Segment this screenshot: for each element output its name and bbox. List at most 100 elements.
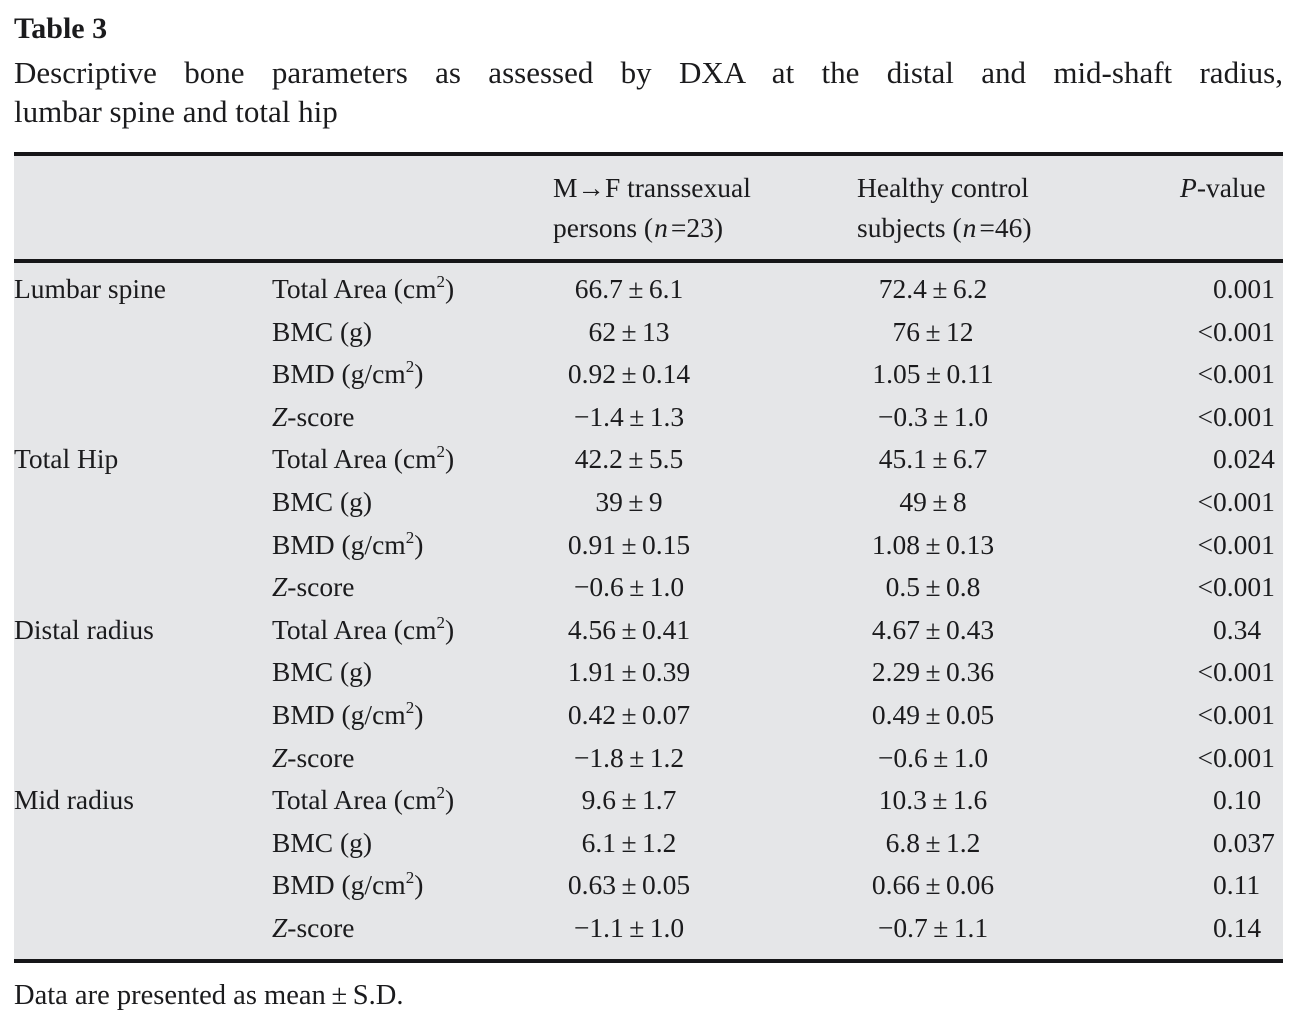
header-control-line1: Healthy control	[857, 172, 1029, 203]
region-cell	[14, 864, 272, 907]
header-parameter-column	[272, 156, 553, 263]
bone-parameters-table: M→F transsexual persons (n =23) Healthy c…	[14, 156, 1283, 959]
header-control-line2: subjects (n =46)	[857, 212, 1032, 243]
region-cell: Lumbar spine	[14, 273, 166, 304]
region-cell	[14, 524, 272, 567]
header-mf-line1: M→F transsexual	[553, 172, 751, 203]
p-value-cell: <0.001	[1197, 741, 1275, 773]
mf-value-cell: 62 ± 13	[588, 315, 670, 347]
mf-value-cell: −1.1 ± 1.0	[573, 911, 685, 943]
p-value-cell: 0.10	[1213, 784, 1262, 816]
control-value-cell: 4.67 ± 0.43	[871, 613, 995, 645]
mf-value-cell: −1.8 ± 1.2	[573, 741, 685, 773]
parameter-cell: Total Area (cm2)	[272, 783, 455, 816]
parameter-cell: BMD (g/cm2)	[272, 697, 424, 730]
table-row: BMD (g/cm2) 0.63 ± 0.05 0.66 ± 0.06 0.11	[14, 864, 1283, 907]
mf-value-cell: 0.42 ± 0.07	[567, 698, 691, 730]
p-value-cell: 0.11	[1213, 869, 1261, 901]
p-value-cell: 0.024	[1213, 443, 1275, 475]
caption-line-1: Descriptive bone parameters as assessed …	[14, 55, 1283, 90]
control-value-cell: −0.3 ± 1.0	[877, 400, 989, 432]
control-value-cell: 72.4 ± 6.2	[878, 273, 988, 304]
parameter-cell: BMC (g)	[272, 315, 373, 347]
table-row: BMD (g/cm2) 0.92 ± 0.14 1.05 ± 0.11 <0.001	[14, 353, 1283, 396]
mf-value-cell: 0.92 ± 0.14	[567, 358, 691, 390]
p-value-cell: <0.001	[1197, 400, 1275, 432]
p-value-cell: <0.001	[1197, 485, 1275, 517]
p-value-cell: <0.001	[1197, 698, 1275, 730]
mf-value-cell: 66.7 ± 6.1	[574, 273, 684, 304]
region-cell	[14, 566, 272, 609]
p-value-cell: 0.001	[1213, 273, 1275, 304]
mf-value-cell: 9.6 ± 1.7	[581, 784, 677, 816]
table-row: BMC (g) 39 ± 9 49 ± 8 <0.001	[14, 481, 1283, 524]
parameter-cell: Total Area (cm2)	[272, 442, 455, 475]
region-cell	[14, 822, 272, 865]
control-value-cell: −0.7 ± 1.1	[877, 911, 989, 943]
p-value-cell: <0.001	[1197, 571, 1275, 603]
table-header: M→F transsexual persons (n =23) Healthy c…	[14, 156, 1283, 263]
control-value-cell: 49 ± 8	[899, 485, 967, 517]
table-row: BMC (g) 6.1 ± 1.2 6.8 ± 1.2 0.037	[14, 822, 1283, 865]
parameter-cell: Z-score	[272, 400, 355, 432]
table-row: BMC (g) 62 ± 13 76 ± 12 <0.001	[14, 311, 1283, 354]
region-cell	[14, 694, 272, 737]
mf-value-cell: 0.63 ± 0.05	[567, 869, 691, 901]
region-cell	[14, 651, 272, 694]
parameter-cell: Total Area (cm2)	[272, 272, 455, 304]
table-row: BMD (g/cm2) 0.91 ± 0.15 1.08 ± 0.13 <0.001	[14, 524, 1283, 567]
table-row: Lumbar spine Total Area (cm2) 66.7 ± 6.1 72…	[14, 261, 1283, 311]
table-row: BMD (g/cm2) 0.42 ± 0.07 0.49 ± 0.05 <0.001	[14, 694, 1283, 737]
parameter-cell: Z-score	[272, 571, 355, 603]
table-row: Distal radius Total Area (cm2) 4.56 ± 0.41…	[14, 609, 1283, 652]
table-row: Z-score −1.1 ± 1.0 −0.7 ± 1.1 0.14	[14, 907, 1283, 959]
region-cell: Distal radius	[14, 613, 154, 645]
table-row: Z-score −0.6 ± 1.0 0.5 ± 0.8 <0.001	[14, 566, 1283, 609]
mf-value-cell: −0.6 ± 1.0	[573, 571, 685, 603]
control-value-cell: 76 ± 12	[892, 315, 974, 347]
table-label: Table 3	[14, 12, 108, 45]
parameter-cell: BMD (g/cm2)	[272, 868, 424, 901]
region-cell: Mid radius	[14, 784, 134, 816]
table-caption: Descriptive bone parameters as assessed …	[14, 53, 1283, 131]
mf-value-cell: 4.56 ± 0.41	[567, 613, 691, 645]
p-value-cell: <0.001	[1197, 656, 1275, 688]
mf-value-cell: 0.91 ± 0.15	[567, 528, 691, 560]
p-value-cell: 0.14	[1213, 911, 1262, 943]
control-value-cell: 0.5 ± 0.8	[885, 571, 981, 603]
control-value-cell: −0.6 ± 1.0	[877, 741, 989, 773]
p-value-cell: <0.001	[1197, 528, 1275, 560]
dxa-data-table: M→F transsexual persons (n =23) Healthy c…	[14, 152, 1283, 963]
parameter-cell: Total Area (cm2)	[272, 612, 455, 645]
p-value-cell: 0.037	[1213, 826, 1275, 858]
control-value-cell: 1.05 ± 0.11	[872, 358, 994, 390]
control-value-cell: 10.3 ± 1.6	[878, 784, 988, 816]
table-row: Total Hip Total Area (cm2) 42.2 ± 5.5 45.1 …	[14, 438, 1283, 481]
header-control-group: Healthy control subjects (n =46)	[857, 156, 1180, 263]
region-cell: Total Hip	[14, 443, 119, 475]
p-value-cell: 0.34	[1213, 613, 1262, 645]
header-p-value: P-value	[1180, 156, 1283, 263]
table-row: Z-score −1.8 ± 1.2 −0.6 ± 1.0 <0.001	[14, 737, 1283, 780]
region-cell	[14, 481, 272, 524]
header-region-column	[14, 156, 272, 263]
parameter-cell: BMC (g)	[272, 826, 373, 858]
caption-line-2: lumbar spine and total hip	[14, 94, 338, 129]
parameter-cell: Z-score	[272, 911, 355, 943]
region-cell	[14, 353, 272, 396]
control-value-cell: 0.66 ± 0.06	[871, 869, 995, 901]
parameter-cell: BMC (g)	[272, 656, 373, 688]
mf-value-cell: 1.91 ± 0.39	[567, 656, 691, 688]
parameter-cell: Z-score	[272, 741, 355, 773]
region-cell	[14, 737, 272, 780]
region-cell	[14, 907, 272, 959]
mf-value-cell: 6.1 ± 1.2	[581, 826, 677, 858]
control-value-cell: 6.8 ± 1.2	[885, 826, 981, 858]
p-value-label: P-value	[1180, 172, 1266, 203]
p-value-cell: <0.001	[1197, 315, 1275, 347]
header-row: M→F transsexual persons (n =23) Healthy c…	[14, 156, 1283, 263]
parameter-cell: BMD (g/cm2)	[272, 527, 424, 560]
control-value-cell: 2.29 ± 0.36	[871, 656, 995, 688]
region-cell	[14, 396, 272, 439]
